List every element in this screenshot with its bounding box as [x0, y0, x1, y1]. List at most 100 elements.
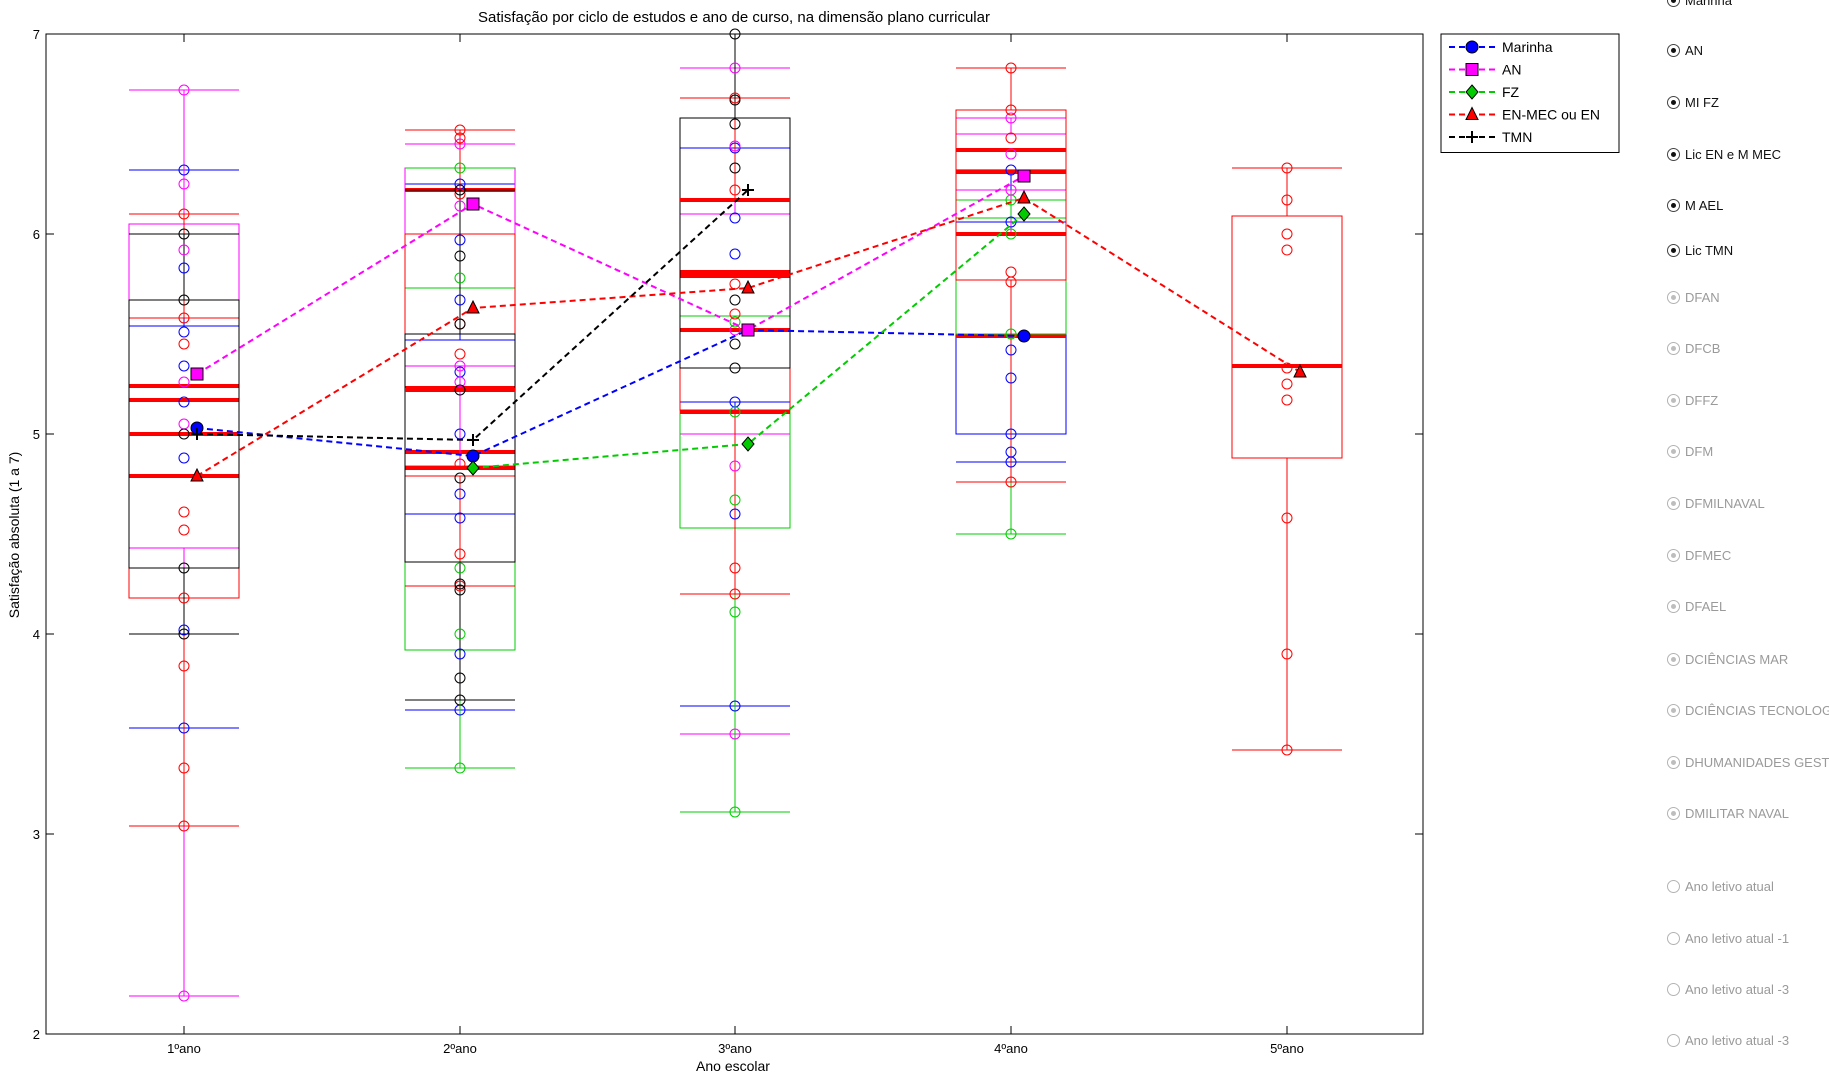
- data-point: [178, 376, 190, 388]
- data-point: [454, 348, 466, 360]
- data-point: [178, 396, 190, 408]
- radio-option[interactable]: Lic TMN: [1667, 240, 1733, 260]
- radio-button[interactable]: [1667, 341, 1680, 355]
- mean-line-fz: [472, 213, 1025, 469]
- radio-option[interactable]: Ano letivo atual -1: [1667, 928, 1789, 948]
- mean-line-tmn: [196, 189, 749, 442]
- y-tick-label: 7: [33, 27, 40, 42]
- radio-option[interactable]: M AEL: [1667, 195, 1723, 215]
- radio-button[interactable]: [1667, 982, 1680, 996]
- data-point: [1281, 648, 1293, 660]
- radio-button[interactable]: [1667, 290, 1680, 304]
- radio-button[interactable]: [1667, 548, 1680, 562]
- data-point: [454, 138, 466, 150]
- data-point: [454, 472, 466, 484]
- data-point: [178, 312, 190, 324]
- data-point: [178, 660, 190, 672]
- data-point: [178, 524, 190, 536]
- radio-label: Lic EN e M MEC: [1685, 146, 1782, 162]
- data-point: [729, 162, 741, 174]
- radio-option[interactable]: DFCB: [1667, 338, 1720, 358]
- radio-label: DFMEC: [1685, 547, 1732, 563]
- data-point: [1005, 266, 1017, 278]
- data-point: [454, 250, 466, 262]
- radio-option[interactable]: Ano letivo atual -3: [1667, 979, 1789, 999]
- data-points: [178, 28, 1293, 1002]
- radio-button[interactable]: [1667, 879, 1680, 893]
- radio-option[interactable]: DCIÊNCIAS TECNOLOGIA: [1667, 700, 1829, 720]
- radio-button[interactable]: [1667, 243, 1680, 257]
- box-iqr: [955, 109, 1067, 281]
- y-axis-ticks: 2 3 4 5 6 7: [33, 27, 1423, 1042]
- radio-button[interactable]: [1667, 652, 1680, 666]
- radio-option[interactable]: Ano letivo atual: [1667, 876, 1774, 896]
- box-tmn: [679, 33, 791, 369]
- legend: Marinha AN FZ EN-MEC ou EN TMN: [1440, 33, 1620, 153]
- data-point: [178, 624, 190, 636]
- data-point: [1005, 528, 1017, 540]
- radio-dot: [1671, 810, 1676, 816]
- radio-button[interactable]: [1667, 444, 1680, 458]
- data-point: [454, 488, 466, 500]
- radio-label: DFFZ: [1685, 392, 1719, 408]
- data-point: [1005, 164, 1017, 176]
- data-point: [178, 428, 190, 440]
- radio-option[interactable]: DFM: [1667, 441, 1713, 461]
- data-point: [1281, 512, 1293, 524]
- legend-label: EN-MEC ou EN: [1502, 107, 1600, 123]
- data-point: [178, 592, 190, 604]
- radio-dot: [1671, 294, 1676, 300]
- radio-button[interactable]: [1667, 703, 1680, 717]
- legend-label: TMN: [1502, 129, 1532, 145]
- x-axis-label: Ano escolar: [696, 1058, 770, 1074]
- radio-label: DHUMANIDADES GESTÃ: [1685, 754, 1829, 770]
- radio-option[interactable]: DFMEC: [1667, 545, 1731, 565]
- filter-panel: Marinha AN MI FZ Lic EN e M MEC M AEL Lic TMN…: [1655, 0, 1829, 1075]
- data-point: [1005, 112, 1017, 124]
- data-point: [454, 132, 466, 144]
- radio-label: AN: [1685, 42, 1704, 58]
- x-tick-label: 1ºano: [167, 1041, 201, 1056]
- radio-button[interactable]: [1667, 43, 1680, 57]
- legend-item: AN: [1449, 62, 1521, 78]
- radio-button[interactable]: [1667, 755, 1680, 769]
- radio-button[interactable]: [1667, 95, 1680, 109]
- radio-button[interactable]: [1667, 198, 1680, 212]
- radio-option[interactable]: DFFZ: [1667, 390, 1718, 410]
- data-point: [454, 562, 466, 574]
- mean-marker: [466, 299, 480, 314]
- radio-option[interactable]: DFMILNAVAL: [1667, 493, 1765, 513]
- radio-option[interactable]: DMILITAR NAVAL: [1667, 803, 1789, 823]
- radio-button[interactable]: [1667, 147, 1680, 161]
- data-point: [729, 606, 741, 618]
- data-point: [454, 124, 466, 136]
- radio-label: DCIÊNCIAS TECNOLOGIA: [1685, 702, 1829, 718]
- radio-button[interactable]: [1667, 496, 1680, 510]
- radio-option[interactable]: DFAN: [1667, 287, 1720, 307]
- radio-option[interactable]: DHUMANIDADES GESTÃ: [1667, 752, 1829, 772]
- radio-option[interactable]: Ano letivo atual -3: [1667, 1030, 1789, 1050]
- y-tick-label: 3: [33, 827, 40, 842]
- mean-marker: [466, 460, 480, 476]
- radio-button[interactable]: [1667, 1033, 1680, 1047]
- radio-button[interactable]: [1667, 931, 1680, 945]
- box-en-mec-ou-en: [1231, 167, 1343, 751]
- radio-button[interactable]: [1667, 599, 1680, 613]
- data-point: [454, 458, 466, 470]
- radio-dot: [1671, 99, 1676, 105]
- radio-label: DFCB: [1685, 340, 1721, 356]
- radio-button[interactable]: [1667, 806, 1680, 820]
- radio-option[interactable]: MI FZ: [1667, 92, 1719, 112]
- radio-option[interactable]: Marinha: [1667, 0, 1732, 10]
- data-point: [178, 360, 190, 372]
- data-point: [454, 200, 466, 212]
- radio-option[interactable]: DFAEL: [1667, 596, 1726, 616]
- data-point: [729, 494, 741, 506]
- radio-button[interactable]: [1667, 393, 1680, 407]
- radio-option[interactable]: AN: [1667, 40, 1703, 60]
- radio-option[interactable]: DCIÊNCIAS MAR: [1667, 649, 1788, 669]
- data-point: [178, 244, 190, 256]
- radio-button[interactable]: [1667, 0, 1680, 7]
- radio-option[interactable]: Lic EN e M MEC: [1667, 144, 1781, 164]
- boxplot-chart: Satisfação por ciclo de estudos e ano de…: [6, 9, 1620, 1074]
